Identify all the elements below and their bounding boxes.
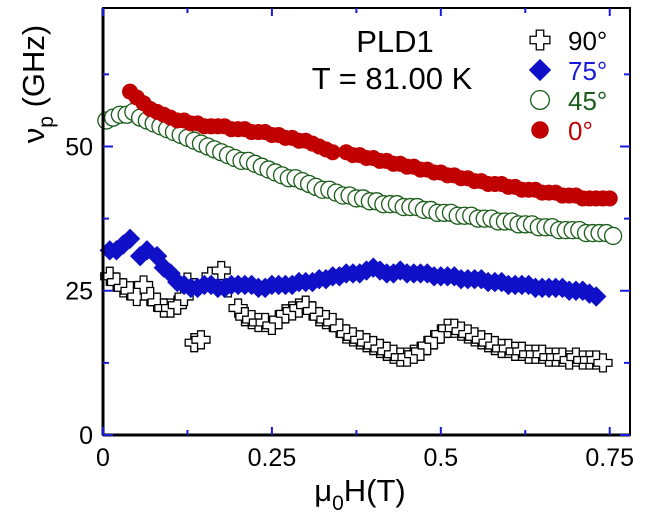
- legend-marker-1: [528, 58, 552, 82]
- x-tick-label: 0.25: [248, 444, 297, 472]
- data-point-series-3-70: [601, 190, 618, 207]
- legend-marker-0: [529, 29, 551, 51]
- y-axis-title-main: ν: [16, 128, 51, 144]
- data-point-series-3-30: [324, 144, 341, 161]
- data-point-series-0-14: [191, 330, 211, 350]
- data-point-series-1-3: [119, 228, 141, 250]
- annotation-sample: PLD1: [356, 24, 434, 59]
- legend-label-3: 0°: [568, 116, 593, 146]
- data-point-series-1-71: [586, 286, 607, 307]
- x-axis-title-main: μ: [314, 473, 332, 508]
- y-axis-title: νp (GHz): [16, 25, 58, 143]
- x-tick-label: 0.75: [585, 444, 634, 472]
- y-axis-title-sub: p: [35, 116, 58, 128]
- y-tick-label: 50: [65, 133, 93, 161]
- x-axis-title-rest: H(T): [344, 473, 406, 508]
- x-axis-title-sub: 0: [332, 492, 344, 515]
- annotation-temperature: T = 81.00 K: [312, 61, 473, 96]
- legend-label-1: 75°: [568, 56, 607, 86]
- plot-points-layer: [97, 83, 623, 373]
- legend-marker-2: [530, 90, 551, 111]
- data-point-series-2-75: [603, 226, 623, 246]
- plot-frame: [101, 7, 631, 437]
- y-tick-label: 25: [65, 278, 93, 306]
- x-tick-label: 0: [96, 444, 110, 472]
- axis-ticks: 0 0.25 0.5 0.75 0 25 50: [65, 8, 634, 472]
- y-axis-title-rest: (GHz): [16, 25, 51, 116]
- legend: 90°75°45°0°: [528, 26, 607, 146]
- legend-label-0: 90°: [568, 26, 607, 56]
- legend-label-2: 45°: [568, 86, 607, 116]
- legend-marker-3: [531, 121, 549, 139]
- y-tick-label: 0: [79, 422, 93, 450]
- data-point-series-0-72: [593, 353, 613, 373]
- x-tick-label: 0.5: [423, 444, 458, 472]
- x-axis-title: μ0H(T): [314, 473, 406, 515]
